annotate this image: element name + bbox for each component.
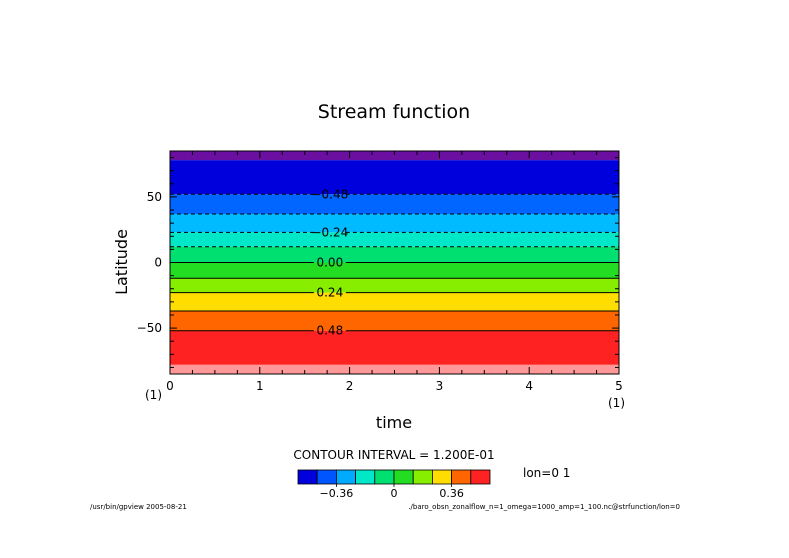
contour-label: 0.48 bbox=[316, 324, 343, 338]
x-tick-label: 5 bbox=[615, 379, 623, 393]
y-axis-label: Latitude bbox=[112, 229, 131, 295]
band-4 bbox=[170, 232, 619, 247]
colorbar-label: −0.36 bbox=[320, 487, 354, 500]
footer-left-text: /usr/bin/gpview 2005-08-21 bbox=[90, 503, 187, 511]
colorbar-swatch bbox=[393, 469, 414, 485]
x-tick-label: 4 bbox=[525, 379, 533, 393]
colorbar-swatch bbox=[297, 469, 318, 485]
y-tick-label: 0 bbox=[154, 256, 162, 270]
y-tick-label: 50 bbox=[147, 190, 162, 204]
band-0 bbox=[170, 151, 619, 161]
contour-label: 0.24 bbox=[316, 286, 343, 300]
y-axis-ticks: 50 0 −50 bbox=[137, 157, 619, 368]
colorbar-swatch bbox=[412, 469, 433, 485]
band-5 bbox=[170, 246, 619, 263]
lon-annotation: lon=0 1 bbox=[523, 466, 570, 480]
contour-interval-text: CONTOUR INTERVAL = 1.200E-01 bbox=[293, 448, 494, 462]
contour-label: 0.00 bbox=[316, 256, 343, 270]
band-2 bbox=[170, 194, 619, 214]
x-tick-label: 0 bbox=[166, 379, 174, 393]
x-tick-label: 2 bbox=[346, 379, 354, 393]
band-11 bbox=[170, 364, 619, 374]
chart-title: Stream function bbox=[318, 101, 470, 123]
x-tick-label: 3 bbox=[436, 379, 444, 393]
contour-lines: −0.48 −0.24 0.00 0.24 0.48 bbox=[170, 187, 619, 338]
footer-right-text: ./baro_obsn_zonalflow_n=1_omega=1000_amp… bbox=[408, 503, 680, 511]
heatmap-bands bbox=[170, 151, 619, 374]
x-tick-label: 1 bbox=[256, 379, 264, 393]
contour-label: −0.48 bbox=[311, 187, 348, 201]
colorbar-labels: −0.36 0 0.36 bbox=[320, 484, 464, 500]
colorbar-label: 0.36 bbox=[439, 487, 464, 500]
colorbar-swatch bbox=[316, 469, 337, 485]
colorbar-swatch bbox=[355, 469, 376, 485]
colorbar-swatch bbox=[335, 469, 356, 485]
band-10 bbox=[170, 330, 619, 365]
colorbar-swatch bbox=[451, 469, 472, 485]
band-6 bbox=[170, 262, 619, 279]
x-axis-label: time bbox=[376, 413, 412, 432]
colorbar-swatch bbox=[374, 469, 395, 485]
colorbar bbox=[297, 469, 491, 485]
band-3 bbox=[170, 213, 619, 233]
band-8 bbox=[170, 292, 619, 312]
y-tick-label: −50 bbox=[137, 321, 162, 335]
band-7 bbox=[170, 278, 619, 293]
band-9 bbox=[170, 311, 619, 331]
band-1 bbox=[170, 160, 619, 195]
colorbar-swatch bbox=[431, 469, 452, 485]
colorbar-swatch bbox=[470, 469, 491, 485]
x-units-left: (1) bbox=[145, 388, 162, 402]
x-axis-ticks: 0 1 2 3 4 5 bbox=[166, 151, 623, 393]
colorbar-label: 0 bbox=[391, 487, 398, 500]
x-units-right: (1) bbox=[608, 396, 625, 410]
contour-label: −0.24 bbox=[311, 225, 348, 239]
